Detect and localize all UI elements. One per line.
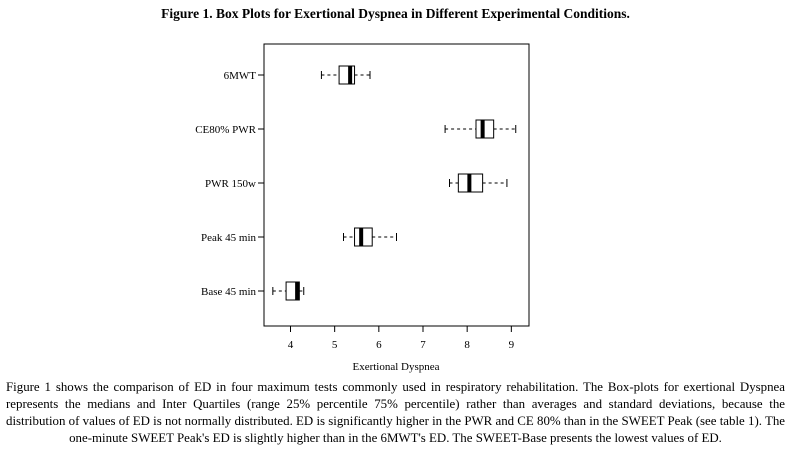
box-6mwt	[320, 65, 371, 85]
figure-caption: Figure 1 shows the comparison of ED in f…	[6, 380, 785, 445]
iqr-box	[338, 65, 356, 85]
y-tick-label: CE80% PWR	[195, 124, 256, 136]
box-ce80-pwr	[444, 119, 517, 139]
figure-title: Figure 1. Box Plots for Exertional Dyspn…	[161, 6, 630, 21]
y-tick-label: Peak 45 min	[201, 232, 256, 244]
box-pwr-150w	[449, 173, 508, 193]
x-tick-label: 8	[464, 339, 470, 351]
y-axis: 6MWT CE80% PWR PWR 150w Peak 45 min Base 45 …	[195, 70, 264, 298]
x-tick-label: 6	[376, 339, 382, 351]
x-axis-label: Exertional Dyspnea	[352, 361, 439, 373]
iqr-box	[354, 227, 373, 247]
x-tick-label: 4	[288, 339, 294, 351]
x-tick-label: 7	[420, 339, 426, 351]
iqr-box	[475, 119, 495, 139]
y-tick-label: Base 45 min	[201, 286, 256, 298]
boxplot-chart: 6MWT CE80% PWR PWR 150w Peak 45 min Base 45 …	[195, 43, 530, 373]
y-tick-label: 6MWT	[224, 70, 257, 82]
box-peak-45-min	[343, 227, 397, 247]
x-tick-label: 9	[509, 339, 515, 351]
x-axis: 4 5 6 7 8 9	[288, 326, 515, 351]
plot-frame	[263, 43, 530, 327]
box-base-45-min	[272, 281, 305, 301]
y-tick-label: PWR 150w	[205, 178, 256, 190]
x-tick-label: 5	[332, 339, 338, 351]
box-series	[272, 65, 517, 301]
